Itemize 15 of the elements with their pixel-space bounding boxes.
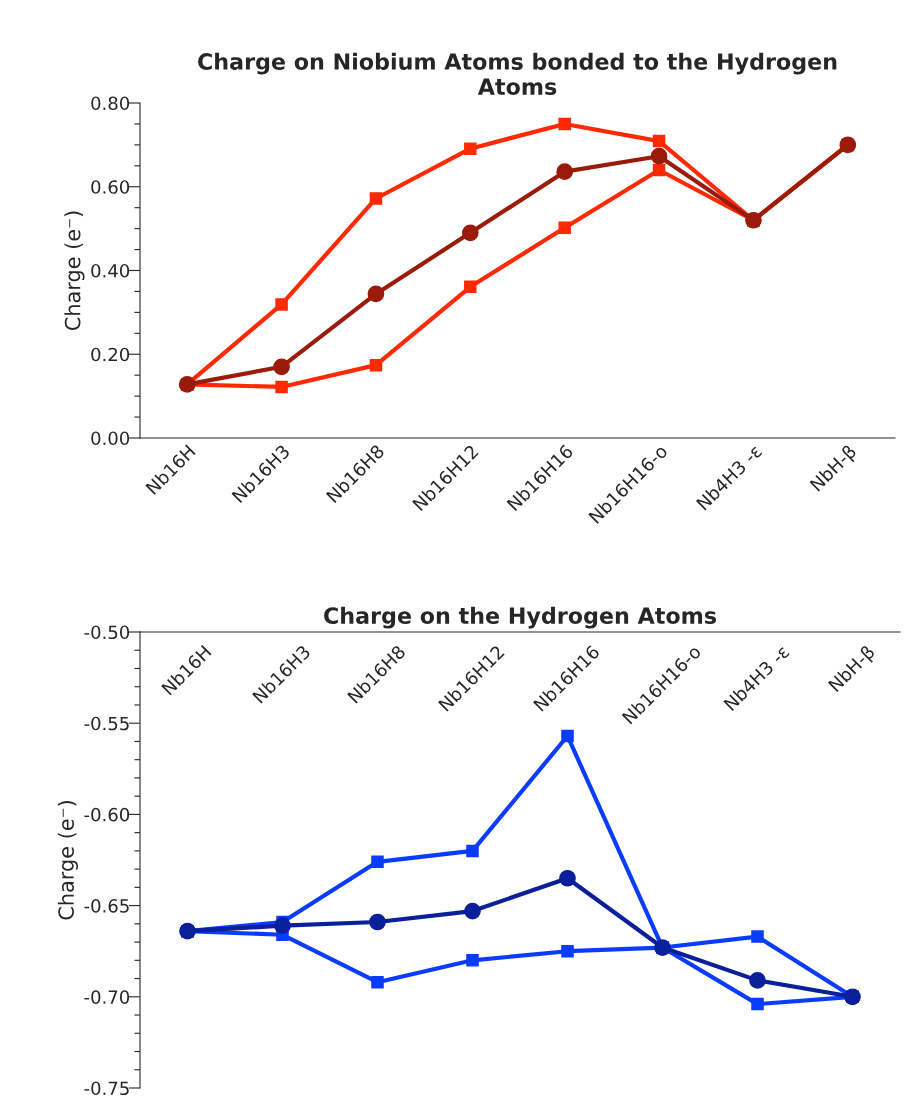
- y-axis-title: Charge (e⁻): [64, 211, 85, 331]
- y-tick-label: -0.60: [84, 807, 130, 822]
- y-tick-label: -0.70: [84, 990, 130, 1004]
- y-tick-label: 0.60: [91, 180, 130, 194]
- y-tick-label: -0.50: [84, 625, 130, 640]
- y-tick-label: -0.55: [84, 716, 129, 731]
- chart-title: Charge on Niobium Atoms bonded to the Hydrogen Atoms: [198, 52, 837, 95]
- y-tick-label: 0.80: [91, 96, 130, 111]
- y-axis-title: Charge (e⁻): [57, 801, 79, 920]
- y-tick-label: 0.20: [91, 347, 130, 362]
- y-tick-label: -0.75: [84, 1081, 129, 1096]
- y-tick-label: -0.65: [84, 899, 129, 913]
- y-tick-label: 0.40: [91, 263, 130, 278]
- chart-title: Charge on the Hydrogen Atoms: [324, 606, 716, 629]
- y-tick-label: 0.00: [91, 431, 130, 446]
